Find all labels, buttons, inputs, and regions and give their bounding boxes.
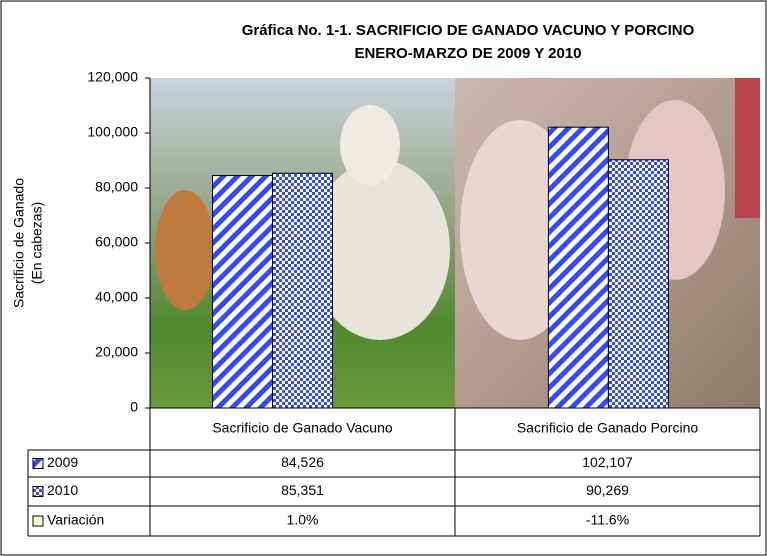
chart-subtitle: ENERO-MARZO DE 2009 Y 2010 xyxy=(354,45,581,62)
table-cell: -11.6% xyxy=(586,512,629,528)
legend-swatch xyxy=(32,515,44,527)
legend-swatch xyxy=(32,486,44,497)
y-tick-label: 100,000 xyxy=(87,124,138,140)
y-tick-label: 60,000 xyxy=(95,234,138,250)
chart-title: Gráfica No. 1-1. SACRIFICIO DE GANADO VA… xyxy=(242,22,695,39)
y-tick-label: 20,000 xyxy=(95,344,138,360)
legend-label: 2009 xyxy=(47,454,78,470)
table-cell: 102,107 xyxy=(582,454,633,470)
y-axis-label: Sacrificio de Ganado xyxy=(11,178,27,308)
y-tick-label: 80,000 xyxy=(95,179,138,195)
x-tick-label: Sacrificio de Ganado Vacuno xyxy=(212,420,393,436)
legend-label: 2010 xyxy=(47,482,78,498)
y-tick-label: 40,000 xyxy=(95,289,138,305)
bar xyxy=(607,159,669,409)
legend-label: Variación xyxy=(47,512,104,528)
table-cell: 90,269 xyxy=(586,482,629,498)
table-cell: 85,351 xyxy=(281,482,324,498)
y-tick-label: 0 xyxy=(130,399,138,415)
bar xyxy=(547,126,609,409)
y-tick-label: 120,000 xyxy=(87,69,138,85)
x-tick-label: Sacrificio de Ganado Porcino xyxy=(517,420,699,436)
y-axis-label: (En cabezas) xyxy=(29,202,45,284)
bar xyxy=(272,172,333,409)
table-cell: 1.0% xyxy=(287,512,319,528)
legend-swatch xyxy=(32,458,44,469)
bar xyxy=(212,175,273,409)
table-cell: 84,526 xyxy=(281,454,324,470)
